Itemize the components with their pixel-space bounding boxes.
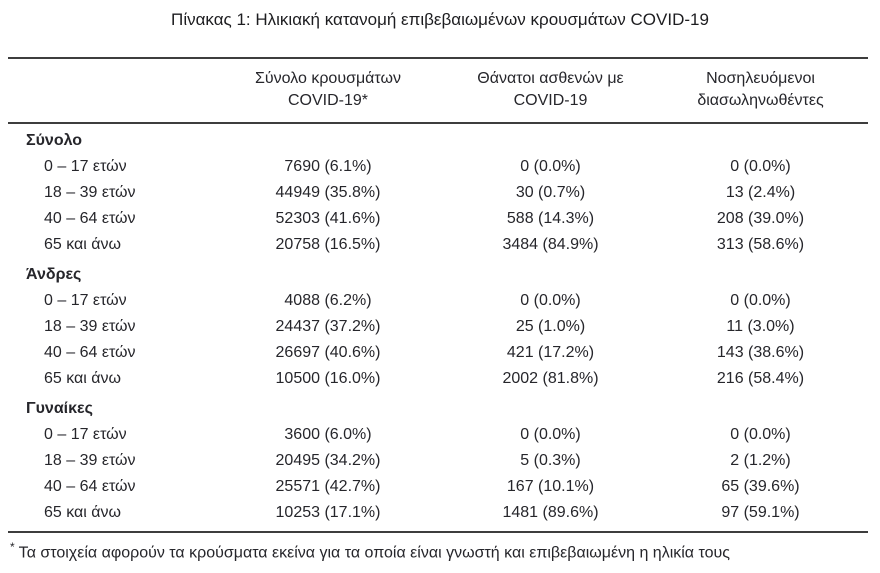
cell-intubated: 0 (0.0%) — [730, 158, 791, 175]
cell-deaths: 1481 (89.6%) — [502, 504, 599, 521]
table-title: Πίνακας 1: Ηλικιακή κατανομή επιβεβαιωμέ… — [171, 10, 709, 29]
cell-cases: 4088 (6.2%) — [284, 292, 372, 309]
table-row: 40 – 64 ετών 26697 (40.6%) 421 (17.2%) 1… — [8, 340, 868, 366]
cell-cases: 20758 (16.5%) — [275, 236, 381, 253]
table-row: 40 – 64 ετών 52303 (41.6%) 588 (14.3%) 2… — [8, 206, 868, 232]
cell-cases: 44949 (35.8%) — [275, 184, 381, 201]
age-label: 18 – 39 ετών — [44, 452, 136, 469]
table-row: 18 – 39 ετών 44949 (35.8%) 30 (0.7%) 13 … — [8, 180, 868, 206]
table-row: 0 – 17 ετών 4088 (6.2%) 0 (0.0%) 0 (0.0%… — [8, 288, 868, 314]
cell-deaths: 0 (0.0%) — [520, 426, 581, 443]
table-row: 65 και άνω 10500 (16.0%) 2002 (81.8%) 21… — [8, 366, 868, 392]
section-label: Άνδρες — [26, 266, 82, 283]
age-label: 18 – 39 ετών — [44, 318, 136, 335]
cell-deaths: 0 (0.0%) — [520, 292, 581, 309]
age-label: 40 – 64 ετών — [44, 210, 136, 227]
table-row: 0 – 17 ετών 3600 (6.0%) 0 (0.0%) 0 (0.0%… — [8, 422, 868, 448]
cell-intubated: 11 (3.0%) — [726, 318, 795, 335]
cell-intubated: 143 (38.6%) — [716, 344, 805, 361]
cell-cases: 24437 (37.2%) — [275, 318, 381, 335]
cell-intubated: 65 (39.6%) — [721, 478, 800, 495]
cell-deaths: 5 (0.3%) — [520, 452, 581, 469]
table-row: 40 – 64 ετών 25571 (42.7%) 167 (10.1%) 6… — [8, 474, 868, 500]
age-label: 0 – 17 ετών — [44, 158, 127, 175]
cell-deaths: 25 (1.0%) — [515, 318, 586, 335]
cell-cases: 10500 (16.0%) — [275, 370, 381, 387]
section-men: Άνδρες 0 – 17 ετών 4088 (6.2%) 0 (0.0%) … — [8, 258, 868, 392]
age-label: 65 και άνω — [44, 236, 122, 253]
header-intubated-line1: Νοσηλευόμενοι — [706, 70, 815, 87]
cell-cases: 3600 (6.0%) — [284, 426, 372, 443]
cell-cases: 10253 (17.1%) — [275, 504, 381, 521]
table-row: 18 – 39 ετών 24437 (37.2%) 25 (1.0%) 11 … — [8, 314, 868, 340]
cell-cases: 52303 (41.6%) — [275, 210, 381, 227]
table-row: 65 και άνω 20758 (16.5%) 3484 (84.9%) 31… — [8, 232, 868, 258]
header-deaths-line1: Θάνατοι ασθενών με — [477, 70, 624, 87]
cell-deaths: 421 (17.2%) — [506, 344, 595, 361]
cell-cases: 25571 (42.7%) — [275, 478, 381, 495]
cell-intubated: 216 (58.4%) — [716, 370, 805, 387]
header-total-cases-line1: Σύνολο κρουσμάτων — [254, 70, 401, 87]
header-empty-cell — [8, 68, 208, 112]
header-deaths-line2: COVID-19 — [513, 92, 588, 109]
footnote-marker: * — [10, 540, 15, 554]
cell-intubated: 97 (59.1%) — [721, 504, 800, 521]
cell-intubated: 313 (58.6%) — [716, 236, 805, 253]
table-row: 18 – 39 ετών 20495 (34.2%) 5 (0.3%) 2 (1… — [8, 448, 868, 474]
age-label: 18 – 39 ετών — [44, 184, 136, 201]
header-total-cases-line2: COVID-19* — [287, 92, 369, 109]
age-label: 65 και άνω — [44, 370, 122, 387]
header-intubated-line2: διασωληνωθέντες — [697, 92, 824, 109]
cell-deaths: 0 (0.0%) — [520, 158, 581, 175]
cell-cases: 26697 (40.6%) — [275, 344, 381, 361]
age-label: 65 και άνω — [44, 504, 122, 521]
cell-deaths: 588 (14.3%) — [506, 210, 595, 227]
table-footnote: * Τα στοιχεία αφορούν τα κρούσματα εκείνα… — [10, 540, 730, 562]
age-label: 40 – 64 ετών — [44, 478, 136, 495]
cell-intubated: 13 (2.4%) — [725, 184, 796, 201]
table-header-row: Σύνολο κρουσμάτων COVID-19* Θάνατοι ασθε… — [8, 59, 868, 124]
cell-intubated: 0 (0.0%) — [730, 292, 791, 309]
cell-deaths: 2002 (81.8%) — [502, 370, 599, 387]
header-deaths: Θάνατοι ασθενών με COVID-19 — [448, 68, 653, 112]
age-label: 40 – 64 ετών — [44, 344, 136, 361]
section-total: Σύνολο 0 – 17 ετών 7690 (6.1%) 0 (0.0%) … — [8, 124, 868, 258]
header-total-cases: Σύνολο κρουσμάτων COVID-19* — [208, 68, 448, 112]
covid-age-distribution-table: Σύνολο κρουσμάτων COVID-19* Θάνατοι ασθε… — [8, 57, 868, 533]
age-label: 0 – 17 ετών — [44, 292, 127, 309]
cell-intubated: 208 (39.0%) — [716, 210, 805, 227]
table-body: Σύνολο 0 – 17 ετών 7690 (6.1%) 0 (0.0%) … — [8, 124, 868, 531]
table-row: 65 και άνω 10253 (17.1%) 1481 (89.6%) 97… — [8, 500, 868, 526]
section-label: Σύνολο — [26, 132, 83, 149]
cell-intubated: 0 (0.0%) — [730, 426, 791, 443]
section-women: Γυναίκες 0 – 17 ετών 3600 (6.0%) 0 (0.0%… — [8, 392, 868, 526]
cell-deaths: 167 (10.1%) — [506, 478, 595, 495]
cell-cases: 20495 (34.2%) — [275, 452, 381, 469]
cell-deaths: 3484 (84.9%) — [502, 236, 599, 253]
header-intubated: Νοσηλευόμενοι διασωληνωθέντες — [653, 68, 868, 112]
section-label: Γυναίκες — [26, 400, 93, 417]
cell-intubated: 2 (1.2%) — [730, 452, 791, 469]
age-label: 0 – 17 ετών — [44, 426, 127, 443]
table-row: 0 – 17 ετών 7690 (6.1%) 0 (0.0%) 0 (0.0%… — [8, 154, 868, 180]
cell-deaths: 30 (0.7%) — [515, 184, 586, 201]
footnote-text: Τα στοιχεία αφορούν τα κρούσματα εκείνα … — [18, 544, 730, 562]
cell-cases: 7690 (6.1%) — [284, 158, 372, 175]
